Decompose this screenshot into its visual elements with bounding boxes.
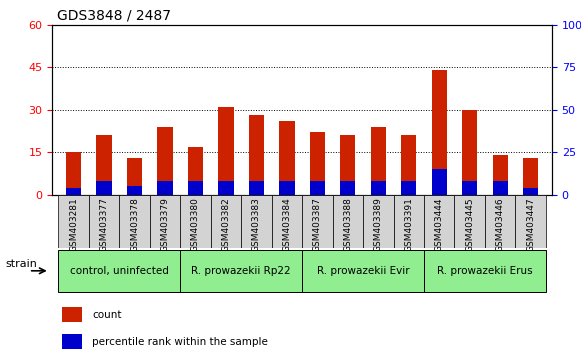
FancyBboxPatch shape: [180, 250, 302, 292]
Bar: [188, 147, 203, 195]
Text: GSM403382: GSM403382: [221, 198, 231, 252]
Text: R. prowazekii Evir: R. prowazekii Evir: [317, 266, 410, 276]
Text: GSM403380: GSM403380: [191, 198, 200, 252]
Text: GSM403379: GSM403379: [160, 198, 170, 252]
Bar: [279, 121, 295, 195]
Text: GSM403447: GSM403447: [526, 198, 535, 252]
Bar: [62, 334, 83, 349]
Text: percentile rank within the sample: percentile rank within the sample: [92, 337, 268, 347]
FancyBboxPatch shape: [241, 195, 272, 248]
FancyBboxPatch shape: [302, 195, 332, 248]
Bar: [127, 186, 142, 195]
Bar: [371, 127, 386, 195]
Text: R. prowazekii Erus: R. prowazekii Erus: [437, 266, 533, 276]
FancyBboxPatch shape: [272, 195, 302, 248]
Bar: [432, 70, 447, 195]
Bar: [310, 181, 325, 195]
FancyBboxPatch shape: [58, 195, 89, 248]
FancyBboxPatch shape: [393, 195, 424, 248]
Text: R. prowazekii Rp22: R. prowazekii Rp22: [191, 266, 291, 276]
Bar: [249, 181, 264, 195]
FancyBboxPatch shape: [332, 195, 363, 248]
Text: GSM403384: GSM403384: [282, 198, 292, 252]
Bar: [340, 135, 356, 195]
Bar: [157, 127, 173, 195]
Bar: [96, 135, 112, 195]
Bar: [127, 158, 142, 195]
FancyBboxPatch shape: [211, 195, 241, 248]
Text: GSM403281: GSM403281: [69, 198, 78, 252]
FancyBboxPatch shape: [180, 195, 211, 248]
Text: GSM403389: GSM403389: [374, 198, 383, 252]
Text: GSM403446: GSM403446: [496, 198, 505, 252]
Bar: [218, 181, 234, 195]
Bar: [310, 132, 325, 195]
Text: GSM403383: GSM403383: [252, 198, 261, 252]
Text: count: count: [92, 310, 122, 320]
Bar: [66, 152, 81, 195]
FancyBboxPatch shape: [363, 195, 393, 248]
Text: strain: strain: [5, 259, 37, 269]
Text: GDS3848 / 2487: GDS3848 / 2487: [58, 8, 171, 22]
Bar: [96, 181, 112, 195]
Bar: [493, 155, 508, 195]
Bar: [249, 115, 264, 195]
Bar: [401, 135, 417, 195]
Text: GSM403388: GSM403388: [343, 198, 352, 252]
Bar: [401, 181, 417, 195]
Bar: [62, 307, 83, 322]
Bar: [493, 181, 508, 195]
Bar: [218, 107, 234, 195]
Bar: [66, 188, 81, 195]
Bar: [340, 181, 356, 195]
FancyBboxPatch shape: [58, 250, 180, 292]
Bar: [371, 181, 386, 195]
FancyBboxPatch shape: [515, 195, 546, 248]
Bar: [462, 181, 478, 195]
Bar: [523, 188, 538, 195]
Bar: [432, 169, 447, 195]
Bar: [523, 158, 538, 195]
Text: GSM403378: GSM403378: [130, 198, 139, 252]
FancyBboxPatch shape: [150, 195, 180, 248]
Text: GSM403391: GSM403391: [404, 198, 413, 252]
Text: GSM403377: GSM403377: [99, 198, 109, 252]
FancyBboxPatch shape: [454, 195, 485, 248]
FancyBboxPatch shape: [485, 195, 515, 248]
FancyBboxPatch shape: [424, 195, 454, 248]
Bar: [157, 181, 173, 195]
FancyBboxPatch shape: [89, 195, 119, 248]
FancyBboxPatch shape: [119, 195, 150, 248]
FancyBboxPatch shape: [424, 250, 546, 292]
Text: GSM403387: GSM403387: [313, 198, 322, 252]
FancyBboxPatch shape: [302, 250, 424, 292]
Bar: [279, 181, 295, 195]
Text: control, uninfected: control, uninfected: [70, 266, 168, 276]
Text: GSM403445: GSM403445: [465, 198, 474, 252]
Bar: [462, 110, 478, 195]
Bar: [188, 181, 203, 195]
Text: GSM403444: GSM403444: [435, 198, 444, 252]
